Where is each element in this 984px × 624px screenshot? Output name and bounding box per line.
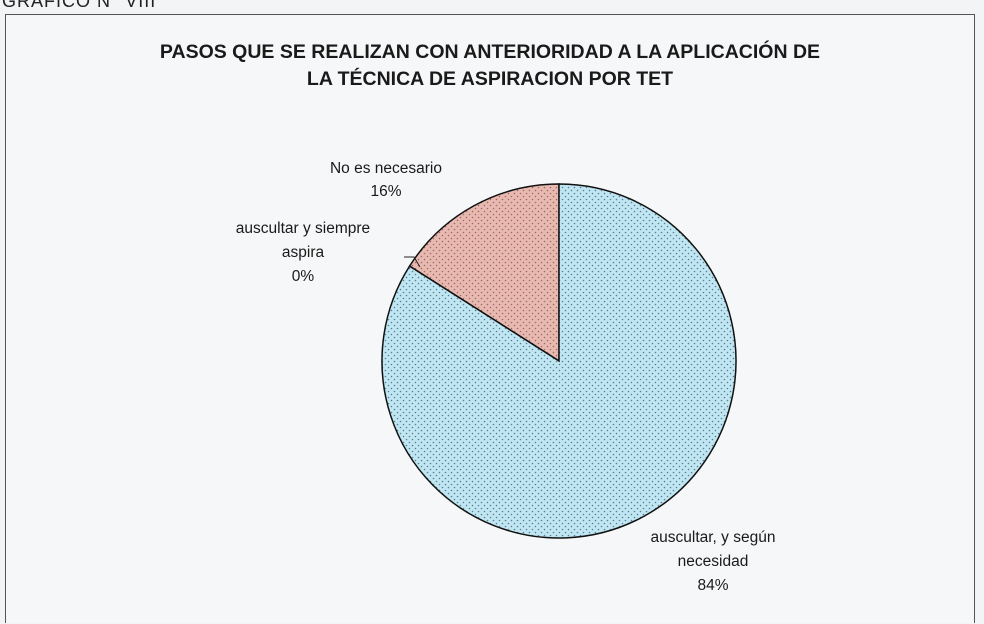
chart-frame: PASOS QUE SE REALIZAN CON ANTERIORIDAD A… [5, 14, 975, 623]
label-line: necesidad [678, 553, 749, 570]
pie-slice-auscultar-segun-necesidad [381, 183, 737, 539]
pie-slice-no-es-necesario [408, 183, 560, 363]
label-line: auscultar, y según [651, 529, 776, 546]
chart-title-line-2: LA TÉCNICA DE ASPIRACION POR TET [306, 68, 674, 90]
slice-label-auscultar-y-siempre-aspira: auscultar y siempre aspira 0% [236, 220, 370, 285]
label-line: 84% [697, 577, 728, 594]
label-line: No es necesario [330, 160, 442, 177]
figure-caption: GRAFICO N° VIII [2, 0, 157, 11]
label-line: aspira [282, 244, 325, 261]
pie-chart: No es necesario 16% auscultar y siempre … [236, 160, 776, 594]
slice-label-auscultar-segun-necesidad: auscultar, y según necesidad 84% [651, 529, 776, 594]
leader-line-auscultar-y-siempre-aspira [404, 256, 421, 268]
slice-label-no-es-necesario: No es necesario 16% [330, 160, 442, 200]
chart-title: PASOS QUE SE REALIZAN CON ANTERIORIDAD A… [6, 39, 974, 93]
label-line: auscultar y siempre [236, 220, 370, 237]
label-line: 16% [370, 183, 401, 200]
label-line: 0% [292, 268, 315, 285]
chart-title-line-1: PASOS QUE SE REALIZAN CON ANTERIORIDAD A… [159, 41, 821, 63]
